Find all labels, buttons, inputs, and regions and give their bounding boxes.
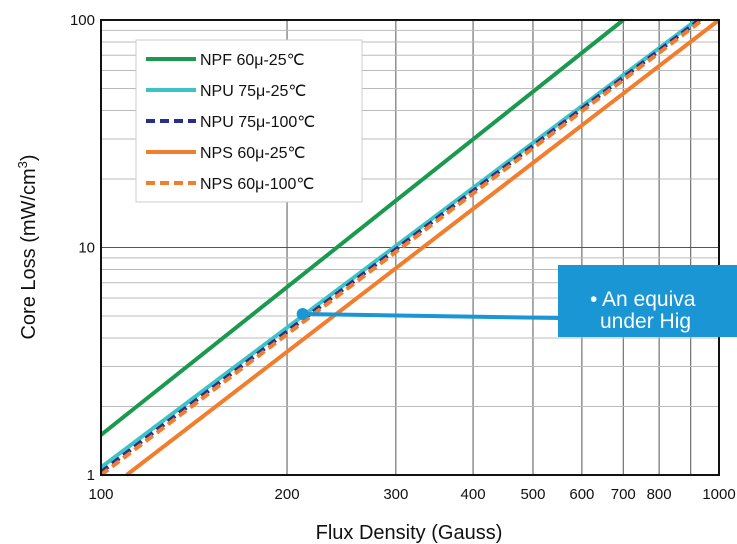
annotation-box: • An equiva under Hig — [558, 265, 737, 337]
x-tick-label: 200 — [275, 486, 300, 503]
y-axis-title-suffix: ) — [18, 154, 40, 161]
y-axis-title-main: Core Loss (mW/cm — [18, 168, 40, 339]
annotation-line-2: under Hig — [600, 310, 692, 333]
x-tick-label: 700 — [611, 486, 636, 503]
legend-background — [135, 39, 363, 203]
series-line — [125, 18, 721, 477]
y-tick-label: 100 — [70, 12, 95, 29]
x-tick-label: 300 — [383, 486, 408, 503]
tick-labels: 100 200 300 400 500 600 700 800 1000 1 10 100 — [70, 12, 736, 503]
annotation-callout — [296, 308, 561, 321]
series-lines — [99, 18, 721, 477]
x-tick-label: 600 — [569, 486, 594, 503]
legend-label: NPU 75μ-25℃ — [200, 83, 306, 100]
annotation-marker — [296, 308, 309, 321]
y-tick-label: 1 — [87, 467, 95, 484]
legend-label: NPS 60μ-100℃ — [200, 176, 314, 193]
legend: NPF 60μ-25℃ NPU 75μ-25℃ NPU 75μ-100℃ NPS 60… — [146, 52, 315, 193]
series-line — [99, 18, 625, 437]
y-tick-label: 10 — [78, 240, 95, 257]
x-tick-label: 500 — [520, 486, 545, 503]
y-axis-title: Core Loss (mW/cm3) — [15, 154, 40, 339]
legend-label: NPU 75μ-100℃ — [200, 114, 315, 131]
annotation-line-1: • An equiva — [590, 288, 696, 311]
legend-label: NPF 60μ-25℃ — [200, 52, 305, 69]
legend-box — [135, 39, 363, 203]
legend-label: NPS 60μ-25℃ — [200, 145, 305, 162]
plot-border — [100, 19, 720, 476]
x-tick-label: 800 — [647, 486, 672, 503]
y-axis-title-superscript: 3 — [15, 161, 30, 168]
x-tick-label: 400 — [461, 486, 486, 503]
annotation-leader-line — [302, 312, 561, 320]
x-tick-label: 1000 — [702, 486, 735, 503]
x-tick-label: 100 — [88, 486, 113, 503]
plot-frame — [100, 19, 720, 476]
series-line — [99, 18, 698, 469]
x-axis-title: Flux Density (Gauss) — [316, 522, 503, 544]
